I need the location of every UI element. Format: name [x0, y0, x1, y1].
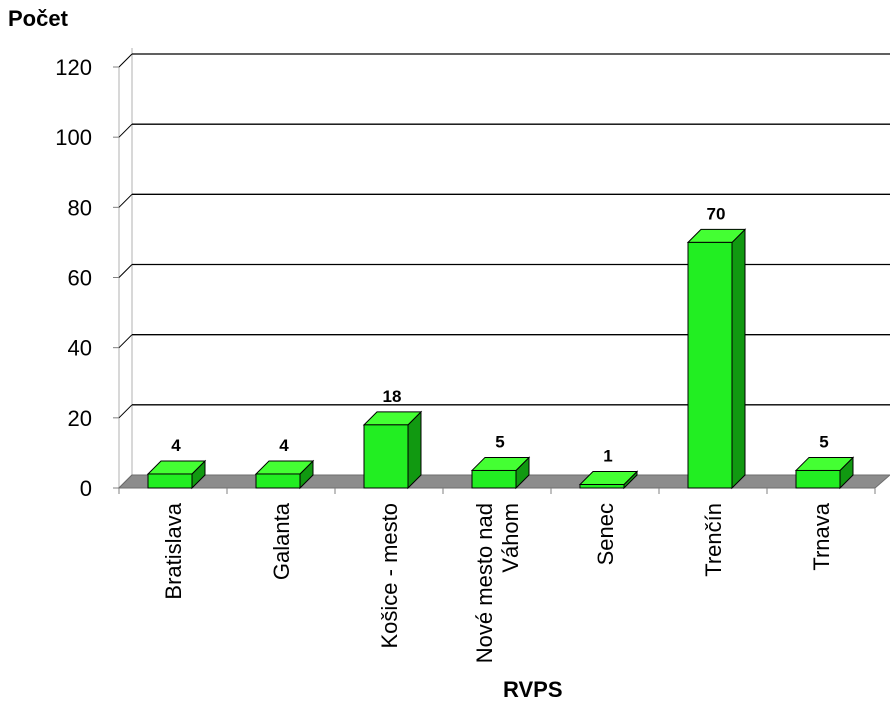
gridline-diagonal [118, 53, 133, 68]
x-tick-label: Nové mesto nadVáhom [472, 503, 523, 663]
data-label: 5 [495, 432, 504, 451]
y-tick-label: 60 [68, 266, 92, 291]
gridline-diagonal [118, 334, 133, 349]
bar [255, 473, 301, 489]
x-tick-label: Senec [593, 503, 618, 565]
y-tick-label: 0 [80, 476, 92, 501]
gridline-diagonal [118, 123, 133, 138]
bar [579, 483, 625, 489]
gridline-diagonal [118, 193, 133, 208]
x-tick-label: Trnava [809, 502, 834, 570]
data-label: 4 [279, 436, 289, 455]
y-axis-label: Počet [8, 6, 68, 31]
x-axis-label: RVPS [503, 677, 563, 702]
x-tick-label: Galanta [269, 502, 294, 580]
bar [471, 469, 517, 489]
gridline-diagonal [118, 264, 133, 278]
x-tick-label: Bratislava [161, 502, 186, 599]
bar [363, 424, 409, 489]
data-label: 70 [707, 204, 726, 223]
bar-side [731, 228, 746, 490]
bar [795, 469, 841, 489]
data-label: 1 [603, 446, 612, 465]
x-tick-label: Košice - mesto [377, 503, 402, 649]
data-label: 4 [171, 436, 181, 455]
y-tick-label: 20 [68, 406, 92, 431]
y-tick-label: 40 [68, 336, 92, 361]
gridline-diagonal [118, 404, 133, 419]
bar [147, 473, 193, 489]
bar [687, 241, 733, 489]
y-tick-label: 80 [68, 195, 92, 220]
y-tick-label: 100 [55, 125, 92, 150]
data-label: 5 [819, 432, 828, 451]
x-tick-label: Trenčín [701, 503, 726, 577]
y-tick-label: 120 [55, 55, 92, 80]
data-label: 18 [383, 387, 402, 406]
